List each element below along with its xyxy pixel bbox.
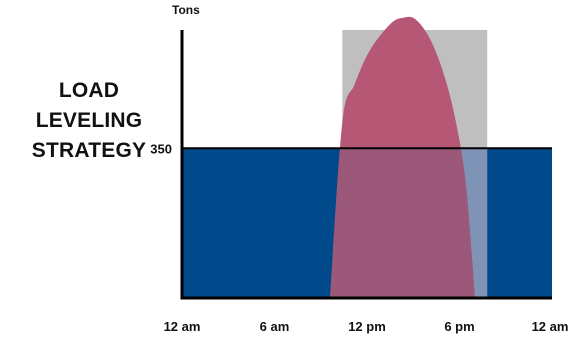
x-tick-label: 12 am	[532, 319, 569, 334]
y-tick-label: 350	[150, 141, 172, 156]
chart-title-line-3: STRATEGY	[31, 139, 147, 162]
x-tick-label: 12 am	[164, 319, 201, 334]
chart-title: LOAD LEVELING STRATEGY	[24, 76, 154, 166]
x-tick-label: 6 pm	[444, 319, 474, 334]
chart-title-line-2: LEVELING	[35, 109, 143, 132]
chart-title-line-1: LOAD	[58, 79, 120, 102]
x-tick-label: 12 pm	[348, 319, 386, 334]
peak-overlap-area	[330, 148, 475, 298]
y-axis-title: Tons	[172, 3, 200, 17]
x-tick-label: 6 am	[260, 319, 290, 334]
